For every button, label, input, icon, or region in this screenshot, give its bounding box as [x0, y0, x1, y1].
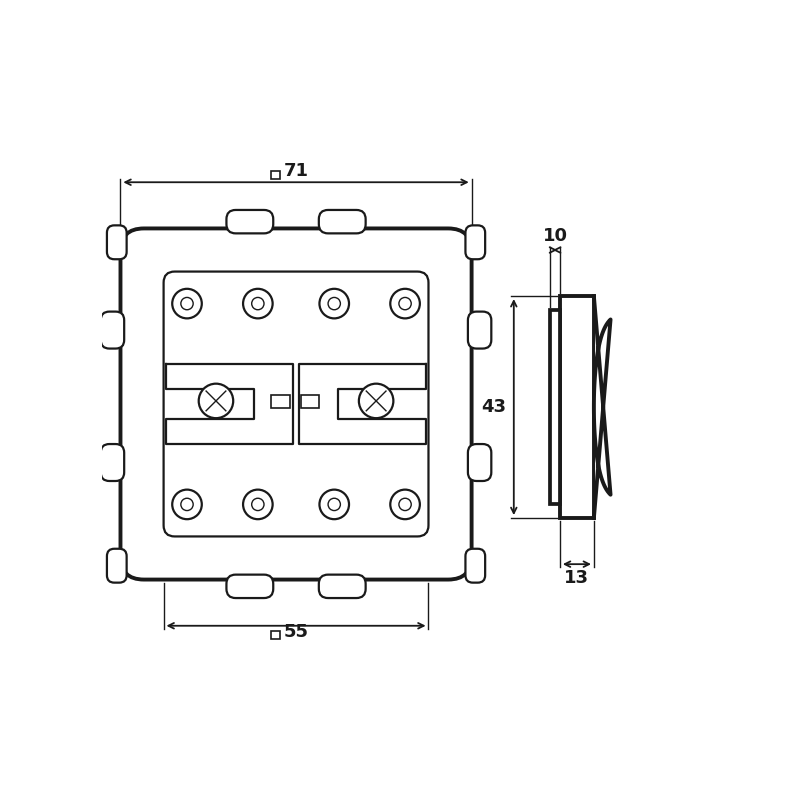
Circle shape — [243, 490, 273, 519]
Bar — [301, 394, 319, 408]
Bar — [271, 630, 280, 639]
Polygon shape — [594, 296, 610, 518]
Bar — [271, 394, 290, 408]
FancyBboxPatch shape — [466, 226, 485, 259]
Bar — [550, 310, 560, 505]
Circle shape — [172, 289, 202, 318]
Text: 13: 13 — [565, 569, 590, 587]
FancyBboxPatch shape — [468, 312, 491, 349]
Circle shape — [319, 289, 349, 318]
FancyBboxPatch shape — [468, 444, 491, 481]
Text: 43: 43 — [482, 398, 506, 416]
Circle shape — [243, 289, 273, 318]
Circle shape — [390, 289, 420, 318]
FancyBboxPatch shape — [163, 271, 429, 537]
Circle shape — [399, 498, 411, 510]
FancyBboxPatch shape — [101, 444, 124, 481]
Bar — [560, 296, 594, 518]
Circle shape — [252, 298, 264, 310]
Circle shape — [198, 384, 234, 418]
Circle shape — [319, 490, 349, 519]
Circle shape — [172, 490, 202, 519]
FancyBboxPatch shape — [107, 549, 126, 582]
FancyBboxPatch shape — [319, 210, 366, 234]
Circle shape — [399, 298, 411, 310]
Text: 71: 71 — [284, 162, 309, 180]
Text: 10: 10 — [542, 227, 567, 245]
Circle shape — [181, 498, 193, 510]
Bar — [271, 170, 280, 179]
FancyBboxPatch shape — [466, 549, 485, 582]
FancyBboxPatch shape — [319, 574, 366, 598]
Text: 55: 55 — [284, 623, 309, 641]
Circle shape — [252, 498, 264, 510]
FancyBboxPatch shape — [107, 226, 126, 259]
FancyBboxPatch shape — [101, 312, 124, 349]
FancyBboxPatch shape — [121, 229, 472, 579]
Circle shape — [181, 298, 193, 310]
Circle shape — [328, 298, 340, 310]
Circle shape — [359, 384, 394, 418]
FancyBboxPatch shape — [226, 574, 274, 598]
Circle shape — [328, 498, 340, 510]
FancyBboxPatch shape — [226, 210, 274, 234]
Circle shape — [390, 490, 420, 519]
